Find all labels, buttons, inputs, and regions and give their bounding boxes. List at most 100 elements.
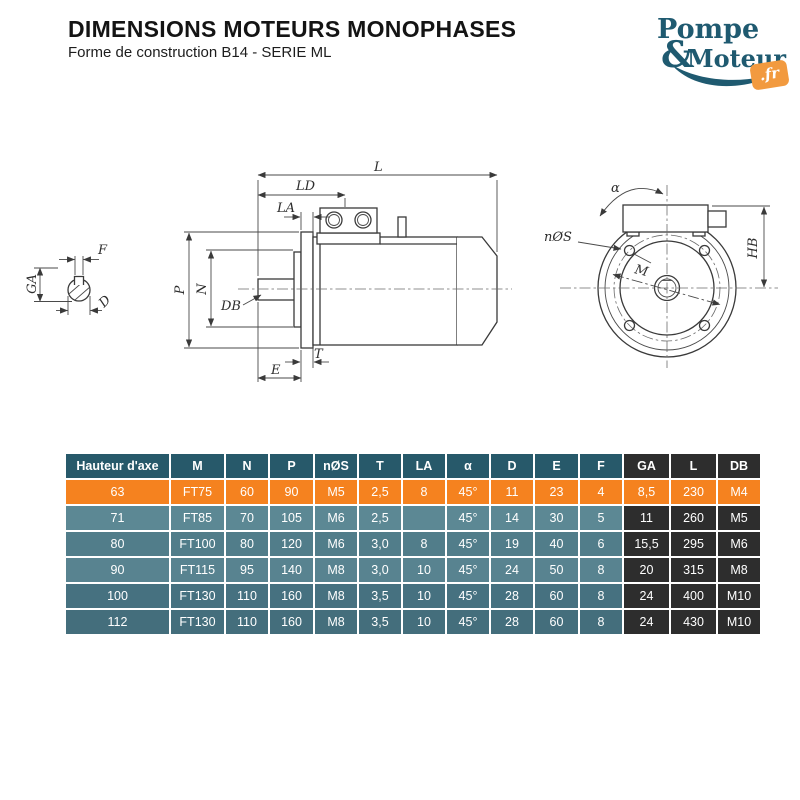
table-cell: 230	[669, 478, 718, 506]
table-cell: FT115	[169, 556, 226, 584]
table-cell: 23	[533, 478, 580, 506]
dim-label-ld: LD	[295, 179, 316, 194]
table-cell: 10	[401, 556, 447, 584]
table-cell: 24	[622, 582, 671, 610]
dim-label-n: N	[195, 283, 210, 296]
table-cell: 45°	[445, 530, 491, 558]
table-cell: 70	[224, 504, 270, 532]
table-cell: 8	[578, 608, 624, 636]
table-cell: 295	[669, 530, 718, 558]
table-cell: 90	[64, 556, 171, 584]
header-cell: P	[268, 452, 315, 480]
table-cell: 45°	[445, 556, 491, 584]
table-cell: 11	[622, 504, 671, 532]
table-cell: M4	[716, 478, 762, 506]
table-cell: M10	[716, 582, 762, 610]
table-cell: 400	[669, 582, 718, 610]
header-cell: DB	[716, 452, 762, 480]
table-cell: 45°	[445, 582, 491, 610]
table-cell: FT75	[169, 478, 226, 506]
shaft-section-drawing: F GA D	[25, 243, 115, 315]
table-cell: 71	[64, 504, 171, 532]
dim-label-la: LA	[276, 201, 295, 216]
table-cell: 19	[489, 530, 535, 558]
table-cell: M8	[313, 582, 359, 610]
table-cell: 260	[669, 504, 718, 532]
table-cell: FT100	[169, 530, 226, 558]
side-view-drawing: L LD LA P N DB T	[173, 160, 512, 382]
table-row: 100 FT130 110 160 M8 3,5 10 45° 28 60 8 24 400 M10	[64, 582, 762, 610]
dim-label-p: P	[173, 285, 188, 295]
table-row: 112 FT130 110 160 M8 3,5 10 45° 28 60 8 24 430 M10	[64, 608, 762, 636]
table-cell: 50	[533, 556, 580, 584]
table-cell: 45°	[445, 608, 491, 636]
dim-label-d: D	[96, 292, 115, 311]
table-cell: 110	[224, 582, 270, 610]
table-cell: FT85	[169, 504, 226, 532]
table-cell: 315	[669, 556, 718, 584]
table-cell: 95	[224, 556, 270, 584]
table-cell: 4	[578, 478, 624, 506]
table-cell: 160	[268, 608, 315, 636]
table-cell: M5	[313, 478, 359, 506]
table-cell: 15,5	[622, 530, 671, 558]
table-cell: 45°	[445, 504, 491, 532]
header-cell: GA	[622, 452, 671, 480]
table-cell: M8	[716, 556, 762, 584]
table-cell: 40	[533, 530, 580, 558]
table-cell: 24	[489, 556, 535, 584]
table-cell: 3,5	[357, 608, 403, 636]
table-row: 90 FT115 95 140 M8 3,0 10 45° 24 50 8 20 315 M8	[64, 556, 762, 584]
table-cell: 45°	[445, 478, 491, 506]
dim-label-ga: GA	[25, 274, 40, 294]
dim-label-e: E	[270, 363, 281, 378]
table-cell: 3,0	[357, 530, 403, 558]
header-cell: N	[224, 452, 270, 480]
table-cell: 80	[224, 530, 270, 558]
table-cell: 28	[489, 582, 535, 610]
table-cell: M6	[313, 504, 359, 532]
table-cell: 2,5	[357, 504, 403, 532]
front-view-drawing: α nØS M HB	[544, 181, 778, 368]
table-row: 63 FT75 60 90 M5 2,5 8 45° 11 23 4 8,5 230 M4	[64, 478, 762, 506]
table-cell: 10	[401, 582, 447, 610]
table-cell: 8	[401, 530, 447, 558]
table-cell: 63	[64, 478, 171, 506]
table-cell: 2,5	[357, 478, 403, 506]
table-cell: 110	[224, 608, 270, 636]
table-cell: M6	[313, 530, 359, 558]
table-cell: 14	[489, 504, 535, 532]
brand-logo: Pompe & Moteur .fr	[645, 14, 795, 102]
table-row: 80 FT100 80 120 M6 3,0 8 45° 19 40 6 15,5 295 M6	[64, 530, 762, 558]
table-cell: 80	[64, 530, 171, 558]
dim-label-alpha: α	[611, 181, 620, 196]
dim-label-l: L	[373, 160, 383, 175]
dim-label-f: F	[97, 243, 108, 258]
table-cell: 8	[578, 556, 624, 584]
table-cell: 60	[533, 608, 580, 636]
table-cell: 3,5	[357, 582, 403, 610]
table-cell: 8	[401, 478, 447, 506]
page-title: DIMENSIONS MOTEURS MONOPHASES	[68, 16, 517, 42]
header-cell: α	[445, 452, 491, 480]
table-cell: 11	[489, 478, 535, 506]
table-cell: 60	[224, 478, 270, 506]
logo-ampersand: &	[661, 34, 694, 76]
table-cell: 430	[669, 608, 718, 636]
table-cell: 140	[268, 556, 315, 584]
dim-label-nos: nØS	[544, 230, 572, 245]
table-cell	[401, 504, 447, 532]
header-cell: LA	[401, 452, 447, 480]
logo-word-pompe: Pompe	[657, 14, 760, 45]
page-subtitle: Forme de construction B14 - SERIE ML	[68, 44, 332, 61]
table-cell: FT130	[169, 582, 226, 610]
table-cell: 105	[268, 504, 315, 532]
table-cell: 30	[533, 504, 580, 532]
table-cell: 10	[401, 608, 447, 636]
table-cell: 100	[64, 582, 171, 610]
table-cell: 20	[622, 556, 671, 584]
table-cell: M10	[716, 608, 762, 636]
